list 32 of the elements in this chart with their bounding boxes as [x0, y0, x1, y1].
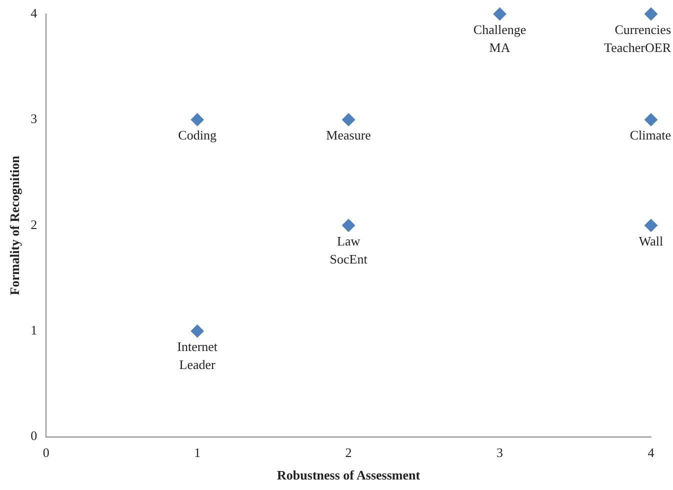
point: [644, 218, 658, 232]
point: [190, 113, 204, 126]
x-tick-label: 1: [194, 445, 201, 460]
point: [644, 8, 658, 20]
annotation: Leader: [179, 357, 216, 372]
y-tick-label: 2: [30, 216, 38, 232]
y-tick-label: 0: [30, 428, 38, 444]
x-tick-label: 0: [42, 445, 50, 460]
y-tick-label: 3: [30, 111, 38, 126]
annotation: Currencies: [614, 22, 671, 37]
annotation: TeacherOER: [604, 40, 672, 55]
annotation: Coding: [178, 128, 217, 143]
annotation: Climate: [630, 128, 672, 143]
point: [342, 218, 356, 232]
y-axis-title: Formality of Recognition: [7, 154, 22, 296]
x-tick-label: 4: [648, 445, 655, 460]
x-axis-title: Robustness of Assessment: [277, 468, 421, 483]
annotation: Wall: [638, 233, 664, 248]
x-tick-label: 3: [496, 445, 504, 460]
y-tick-label: 4: [30, 5, 38, 20]
point: [342, 113, 356, 126]
annotation: Measure: [326, 128, 372, 143]
y-tick-label: 1: [30, 322, 38, 338]
annotation: Law: [336, 233, 361, 248]
annotation: SocEnt: [330, 251, 368, 266]
point: [190, 324, 204, 338]
point: [493, 8, 506, 20]
annotation: Challenge: [473, 22, 526, 37]
annotation: MA: [489, 40, 511, 55]
point: [644, 113, 658, 126]
annotation: Internet: [177, 339, 218, 354]
x-tick-label: 2: [345, 445, 352, 460]
